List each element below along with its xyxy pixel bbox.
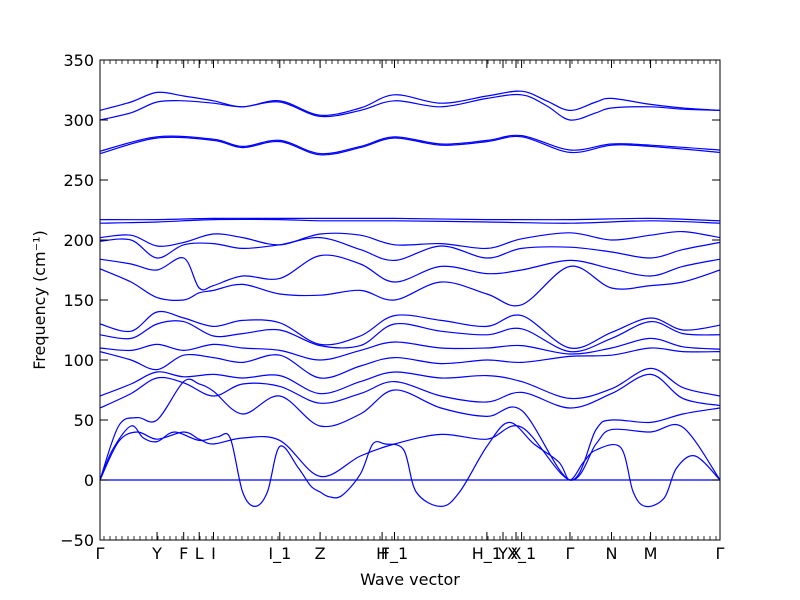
band-line-14 bbox=[100, 347, 720, 379]
band-line-12 bbox=[100, 320, 720, 353]
band-line-15 bbox=[100, 367, 720, 400]
y-tick-label: −50 bbox=[60, 531, 94, 550]
x-tick-label: X_1 bbox=[507, 544, 536, 564]
band-line-9 bbox=[100, 254, 720, 291]
band-line-19 bbox=[100, 421, 720, 508]
x-tick-label: I_1 bbox=[268, 544, 291, 564]
x-tick-label: L bbox=[195, 544, 204, 563]
x-tick-label: I bbox=[211, 544, 216, 563]
x-tick-label: X bbox=[511, 544, 522, 563]
band-line-4 bbox=[100, 135, 720, 156]
x-tick-label: F bbox=[179, 544, 188, 563]
y-tick-label: 100 bbox=[63, 351, 94, 370]
y-tick-label: 350 bbox=[63, 51, 94, 70]
y-axis-ticks: −50 0 50 100 150 200 250 300 350 bbox=[60, 51, 720, 550]
x-tick-label: F_1 bbox=[381, 544, 408, 564]
y-tick-label: 200 bbox=[63, 231, 94, 250]
band-line-5 bbox=[100, 217, 720, 222]
series-layer bbox=[100, 90, 720, 508]
y-tick-label: 0 bbox=[84, 471, 94, 490]
band-line-1 bbox=[100, 90, 720, 116]
band-line-17 bbox=[100, 378, 720, 481]
y-tick-label: 250 bbox=[63, 171, 94, 190]
band-line-13 bbox=[100, 337, 720, 361]
y-axis-label: Frequency (cm⁻¹) bbox=[30, 230, 49, 369]
x-tick-label: Z bbox=[315, 544, 326, 563]
plot-area bbox=[100, 90, 720, 508]
band-line-10 bbox=[100, 265, 720, 307]
x-axis-ticks: Γ Y F L I I_1 Z HF_1 H_1Y XX_1 Γ N M Γ bbox=[96, 60, 725, 564]
band-line-18 bbox=[100, 423, 720, 481]
x-tick-label: Y bbox=[497, 544, 508, 563]
x-tick-label: H bbox=[376, 544, 388, 563]
band-line-16 bbox=[100, 373, 720, 409]
x-tick-label: N bbox=[606, 544, 618, 563]
minor-ticks bbox=[103, 60, 717, 540]
band-line-6 bbox=[100, 218, 720, 224]
x-axis-label: Wave vector bbox=[360, 570, 460, 589]
x-tick-label: Γ bbox=[565, 544, 574, 563]
band-line-3 bbox=[100, 134, 720, 155]
x-tick-label: H_1 bbox=[472, 544, 502, 564]
y-tick-label: 50 bbox=[74, 411, 94, 430]
x-tick-label: Y bbox=[151, 544, 162, 563]
y-tick-label: 300 bbox=[63, 111, 94, 130]
band-line-7 bbox=[100, 230, 720, 250]
x-tick-label: Γ bbox=[96, 544, 105, 563]
x-tick-label: Γ bbox=[716, 544, 725, 563]
band-line-2 bbox=[100, 93, 720, 121]
y-tick-label: 150 bbox=[63, 291, 94, 310]
band-line-11 bbox=[100, 310, 720, 349]
x-tick-label: M bbox=[644, 544, 658, 563]
band-line-8 bbox=[100, 236, 720, 262]
